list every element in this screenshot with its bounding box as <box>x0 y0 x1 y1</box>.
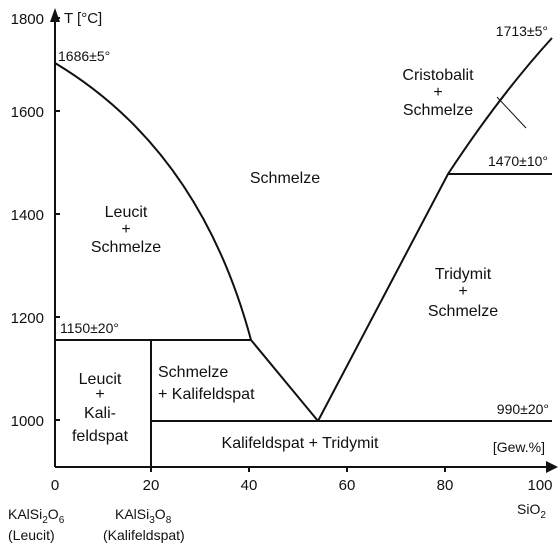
x-tick-label: 60 <box>339 477 356 494</box>
field-cristobalit-melt: Cristobalit + Schmelze <box>402 67 474 119</box>
y-tick-label: 1200 <box>11 310 44 327</box>
field-line: Leucit <box>105 204 148 221</box>
field-line: Cristobalit <box>402 67 474 84</box>
x-tick-label: 80 <box>437 477 454 494</box>
x-tick-label: 100 <box>527 477 552 494</box>
formula-subscript: 6 <box>59 515 65 526</box>
phase-boundaries <box>54 37 553 467</box>
y-axis-arrow <box>50 8 60 22</box>
field-line: + <box>458 283 467 300</box>
x-tick-label: 40 <box>241 477 258 494</box>
formula-sio2: SiO2 <box>517 501 546 521</box>
kalifeldspat-liquidus <box>250 339 319 422</box>
field-line: Schmelze <box>403 102 473 119</box>
field-line: + <box>433 84 442 101</box>
field-leucit-kalifeldspat: Leucit + Kali- feldspat <box>72 371 129 445</box>
field-line: feldspat <box>72 428 129 445</box>
formula-part: KAlSi <box>8 506 42 522</box>
field-line: Schmelze <box>158 364 228 381</box>
leucite-liquidus <box>54 62 252 341</box>
x-axis-unit: [Gew.%] <box>493 439 545 455</box>
formula-subscript: 8 <box>166 515 172 526</box>
annotation-leucite-melting: 1686±5° <box>58 48 110 64</box>
formula-subscript: 2 <box>540 510 546 521</box>
annotation-leucite-reaction: 1150±20° <box>60 320 119 336</box>
field-line: Schmelze <box>91 239 161 256</box>
field-line: Kali- <box>84 405 116 422</box>
y-ticks <box>55 17 60 421</box>
field-kalifeldspat-tridymit: Kalifeldspat + Tridymit <box>222 435 380 452</box>
y-tick-label: 1800 <box>11 11 44 28</box>
field-tridymit-melt: Tridymit + Schmelze <box>428 266 498 320</box>
cristobalit-leader-line <box>496 96 527 129</box>
formula-leucit: KAlSi2O6 <box>8 506 65 526</box>
composition-leucit: KAlSi2O6 (Leucit) <box>8 506 65 543</box>
field-line: Leucit <box>79 371 122 388</box>
field-line: + <box>95 386 104 403</box>
field-leucit-melt: Leucit + Schmelze <box>91 204 161 256</box>
field-melt: Schmelze <box>250 170 320 187</box>
formula-part: KAlSi <box>115 506 149 522</box>
field-line: Schmelze <box>428 303 498 320</box>
field-line: + Kalifeldspat <box>158 386 255 403</box>
formula-subscript: 2 <box>42 515 48 526</box>
formula-part: O <box>155 506 166 522</box>
x-tick-label: 20 <box>143 477 160 494</box>
name-leucit: (Leucit) <box>8 527 55 543</box>
field-line: Tridymit <box>435 266 492 283</box>
x-tick-labels: 0 20 40 60 80 100 <box>51 477 553 494</box>
y-tick-labels: 1800 1600 1400 1200 1000 <box>11 11 44 430</box>
annotation-tridymite-cristobalite: 1470±10° <box>488 153 548 169</box>
composition-sio2: SiO2 <box>517 501 546 521</box>
y-tick-label: 1600 <box>11 104 44 121</box>
y-axis-title: T [°C] <box>64 10 102 27</box>
composition-kalifeldspat: KAlSi3O8 (Kalifeldspat) <box>103 506 185 543</box>
annotation-cristobalite-melting: 1713±5° <box>496 23 548 39</box>
axes <box>54 18 552 468</box>
formula-subscript: 3 <box>149 515 155 526</box>
x-ticks <box>150 467 446 472</box>
formula-kalifeldspat: KAlSi3O8 <box>115 506 172 526</box>
field-melt-kalifeldspat: Schmelze + Kalifeldspat <box>158 364 255 403</box>
y-tick-label: 1000 <box>11 413 44 430</box>
formula-part: O <box>48 506 59 522</box>
silica-liquidus <box>317 37 553 422</box>
formula-part: SiO <box>517 501 540 517</box>
x-tick-label: 0 <box>51 477 59 494</box>
annotation-eutectic: 990±20° <box>497 401 549 417</box>
name-kalifeldspat: (Kalifeldspat) <box>103 527 185 543</box>
field-line: + <box>121 221 130 238</box>
x-axis-arrow <box>546 461 558 473</box>
y-tick-label: 1400 <box>11 207 44 224</box>
